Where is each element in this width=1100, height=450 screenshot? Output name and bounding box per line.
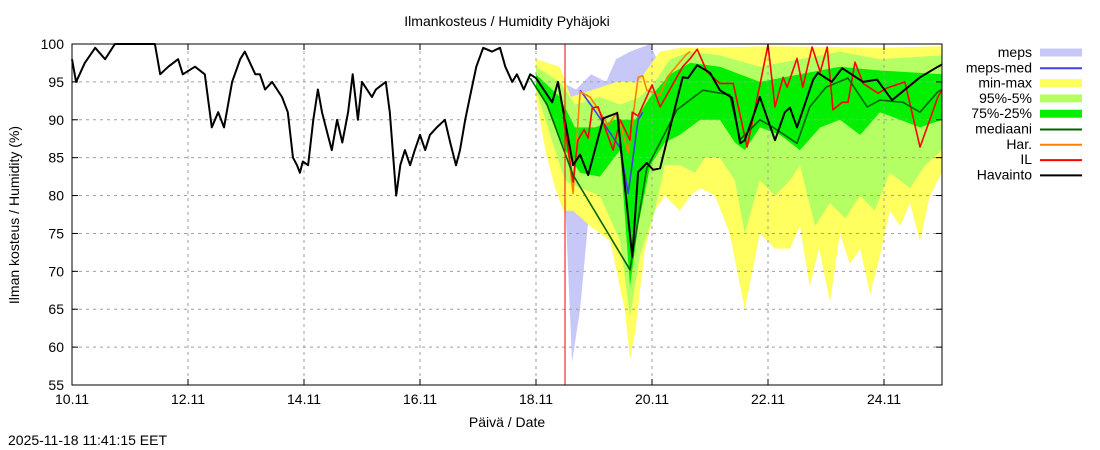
y-tick-label: 70 xyxy=(48,263,64,279)
legend-swatch xyxy=(1040,94,1082,103)
legend-label: 75%-25% xyxy=(971,105,1032,121)
legend-label: mediaani xyxy=(975,121,1032,137)
timestamp: 2025-11-18 11:41:15 EET xyxy=(8,432,167,448)
legend-swatch xyxy=(1040,79,1082,88)
x-tick-label: 12.11 xyxy=(171,391,205,407)
x-tick-label: 14.11 xyxy=(287,391,321,407)
x-tick-label: 24.11 xyxy=(867,391,901,407)
y-axis-label: Ilman kosteus / Humidity (%) xyxy=(6,126,22,304)
y-tick-label: 65 xyxy=(48,301,64,317)
x-tick-label: 22.11 xyxy=(751,391,785,407)
legend-swatch xyxy=(1040,48,1082,57)
y-tick-label: 75 xyxy=(48,225,64,241)
legend-label: 95%-5% xyxy=(979,90,1032,106)
x-tick-label: 20.11 xyxy=(635,391,669,407)
y-tick-label: 95 xyxy=(48,74,64,90)
y-tick-label: 85 xyxy=(48,150,64,166)
x-tick-label: 10.11 xyxy=(55,391,89,407)
x-tick-label: 16.11 xyxy=(403,391,437,407)
legend-label: meps xyxy=(998,44,1032,60)
legend-label: meps-med xyxy=(966,59,1032,75)
legend-label: Havainto xyxy=(977,166,1032,182)
y-tick-label: 80 xyxy=(48,188,64,204)
y-tick-label: 55 xyxy=(48,377,64,393)
y-tick-label: 90 xyxy=(48,112,64,128)
legend-label: IL xyxy=(1020,151,1032,167)
y-tick-label: 60 xyxy=(48,339,64,355)
plot-frame xyxy=(71,43,943,386)
band-p75_25 xyxy=(536,62,942,287)
y-tick-label: 100 xyxy=(41,36,65,52)
series-line-har- xyxy=(562,50,691,195)
x-tick-label: 18.11 xyxy=(519,391,553,407)
chart-title: Ilmankosteus / Humidity Pyhäjoki xyxy=(404,13,609,29)
legend-label: Har. xyxy=(1006,136,1032,152)
series-line-mediaani xyxy=(529,77,943,271)
x-axis-label: Päivä / Date xyxy=(469,414,545,430)
series-line-havainto xyxy=(71,43,943,258)
legend-label: min-max xyxy=(978,75,1032,91)
legend-swatch xyxy=(1040,109,1082,118)
